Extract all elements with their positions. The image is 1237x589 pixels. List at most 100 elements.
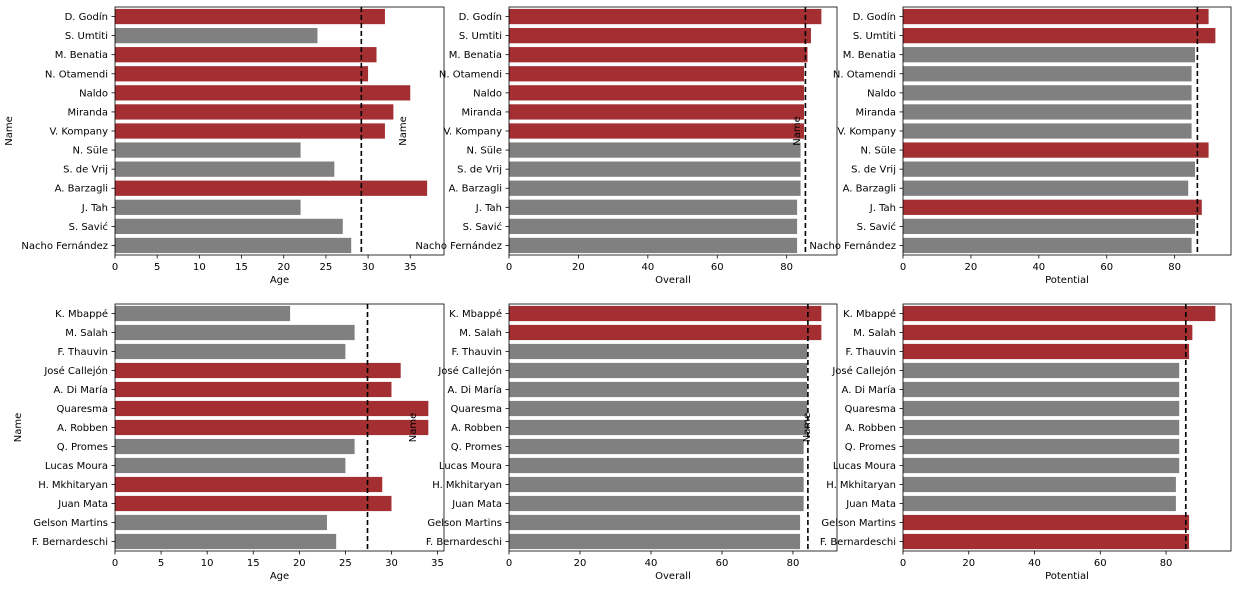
x-tick-label: 35 xyxy=(431,558,444,569)
bar xyxy=(115,66,369,82)
y-tick-label: J. Tah xyxy=(81,203,108,214)
y-tick-label: S. Umtiti xyxy=(65,31,108,42)
bar xyxy=(509,180,801,196)
chart-panel-6: K. Mbappé M. Salah F. Thauvin José Callejón… xyxy=(802,303,1232,582)
chart-panel-3: D. Godín S. Umtiti M. Benatia N. Otamendi Na… xyxy=(792,6,1232,286)
bar xyxy=(903,104,1192,120)
y-tick-label: Miranda xyxy=(68,107,108,118)
bar xyxy=(509,305,822,322)
bar xyxy=(903,199,1202,215)
chart-panel-5: K. Mbappé M. Salah F. Thauvin José Callejón… xyxy=(408,303,838,582)
x-tick-label: 80 xyxy=(780,262,793,273)
bar xyxy=(509,237,798,254)
axes-frame xyxy=(508,303,838,552)
x-tick-label: 20 xyxy=(965,262,978,273)
y-tick-label: Gelson Martins xyxy=(427,518,502,529)
bar xyxy=(115,237,352,254)
bar xyxy=(509,8,822,25)
y-tick-label: J. Tah xyxy=(869,203,896,214)
x-tick-label: 20 xyxy=(572,262,585,273)
bar xyxy=(903,305,1216,322)
y-tick-label: N. Otamendi xyxy=(45,69,108,80)
x-tick-label: 20 xyxy=(574,558,587,569)
y-tick-label: Nacho Fernández xyxy=(809,240,896,252)
x-tick-label: 60 xyxy=(716,558,729,569)
bar xyxy=(115,324,355,341)
y-tick-label: Q. Promes xyxy=(845,442,896,453)
y-tick-label: S. Savić xyxy=(463,221,502,233)
chart-panel-4: K. Mbappé M. Salah F. Thauvin José Callejón… xyxy=(13,303,445,582)
y-tick-label: Nacho Fernández xyxy=(415,240,502,252)
bar xyxy=(509,476,804,493)
y-axis-label: Name xyxy=(13,413,24,443)
y-tick-label: S. de Vrij xyxy=(457,165,502,176)
x-tick-label: 60 xyxy=(1100,262,1113,273)
x-tick-label: 15 xyxy=(235,262,248,273)
bar xyxy=(115,381,392,398)
bar xyxy=(903,47,1196,63)
x-axis-label: Overall xyxy=(655,275,691,286)
y-tick-label: N. Otamendi xyxy=(833,69,896,80)
x-tick-label: 60 xyxy=(1094,558,1107,569)
y-tick-label: A. Barzagli xyxy=(55,184,108,195)
chart-panel-2: D. Godín S. Umtiti M. Benatia N. Otamendi Na… xyxy=(398,6,838,286)
y-tick-label: M. Benatia xyxy=(843,50,896,61)
y-tick-label: M. Salah xyxy=(853,328,896,339)
y-tick-label: Lucas Moura xyxy=(833,461,896,472)
bar xyxy=(903,8,1209,25)
y-tick-label: S. Umtiti xyxy=(853,31,896,42)
y-tick-label: V. Kompany xyxy=(443,127,502,138)
y-tick-label: F. Thauvin xyxy=(846,347,896,358)
y-tick-label: Naldo xyxy=(473,88,502,99)
x-axis-label: Potential xyxy=(1045,571,1089,582)
x-tick-label: 40 xyxy=(641,262,654,273)
y-tick-label: A. Barzagli xyxy=(449,184,502,195)
bar xyxy=(903,27,1216,44)
y-tick-label: Quaresma xyxy=(845,404,896,415)
x-tick-label: 40 xyxy=(1032,262,1045,273)
bar xyxy=(115,104,394,120)
y-tick-label: A. Di María xyxy=(54,384,108,396)
y-tick-label: K. Mbappé xyxy=(55,308,108,320)
y-tick-label: H. Mkhitaryan xyxy=(826,480,896,491)
y-tick-label: S. de Vrij xyxy=(63,165,108,176)
y-axis-label: Name xyxy=(398,116,409,146)
x-tick-label: 20 xyxy=(277,262,290,273)
bar xyxy=(115,123,385,139)
x-tick-label: 20 xyxy=(293,558,306,569)
y-tick-label: N. Otamendi xyxy=(439,69,502,80)
y-tick-label: S. Savić xyxy=(857,221,896,233)
bar xyxy=(509,142,801,158)
y-tick-label: S. Umtiti xyxy=(459,31,502,42)
x-tick-label: 0 xyxy=(112,262,118,273)
bar xyxy=(903,85,1192,101)
bar xyxy=(509,343,808,360)
x-tick-label: 80 xyxy=(1168,262,1181,273)
x-tick-label: 5 xyxy=(158,558,164,569)
bar xyxy=(115,514,327,531)
y-tick-label: A. Di María xyxy=(448,384,502,396)
bar xyxy=(509,438,804,455)
bar xyxy=(509,514,801,531)
x-tick-label: 80 xyxy=(787,558,800,569)
bar xyxy=(509,161,801,177)
y-tick-label: A. Barzagli xyxy=(843,184,896,195)
bar xyxy=(509,218,798,235)
y-tick-label: N. Süle xyxy=(861,146,896,157)
bar xyxy=(903,142,1209,158)
x-tick-label: 40 xyxy=(1028,558,1041,569)
bar xyxy=(903,419,1180,436)
bar xyxy=(509,199,798,215)
bar xyxy=(115,47,377,63)
x-tick-label: 20 xyxy=(962,558,975,569)
bar xyxy=(115,438,355,455)
bar xyxy=(115,85,411,101)
bar xyxy=(115,457,346,474)
y-tick-label: K. Mbappé xyxy=(843,308,896,320)
bar xyxy=(115,533,337,550)
y-tick-label: Quaresma xyxy=(57,404,108,415)
y-tick-label: José Callejón xyxy=(437,365,502,377)
y-tick-label: N. Süle xyxy=(467,146,502,157)
x-tick-label: 15 xyxy=(247,558,260,569)
x-tick-label: 40 xyxy=(645,558,658,569)
